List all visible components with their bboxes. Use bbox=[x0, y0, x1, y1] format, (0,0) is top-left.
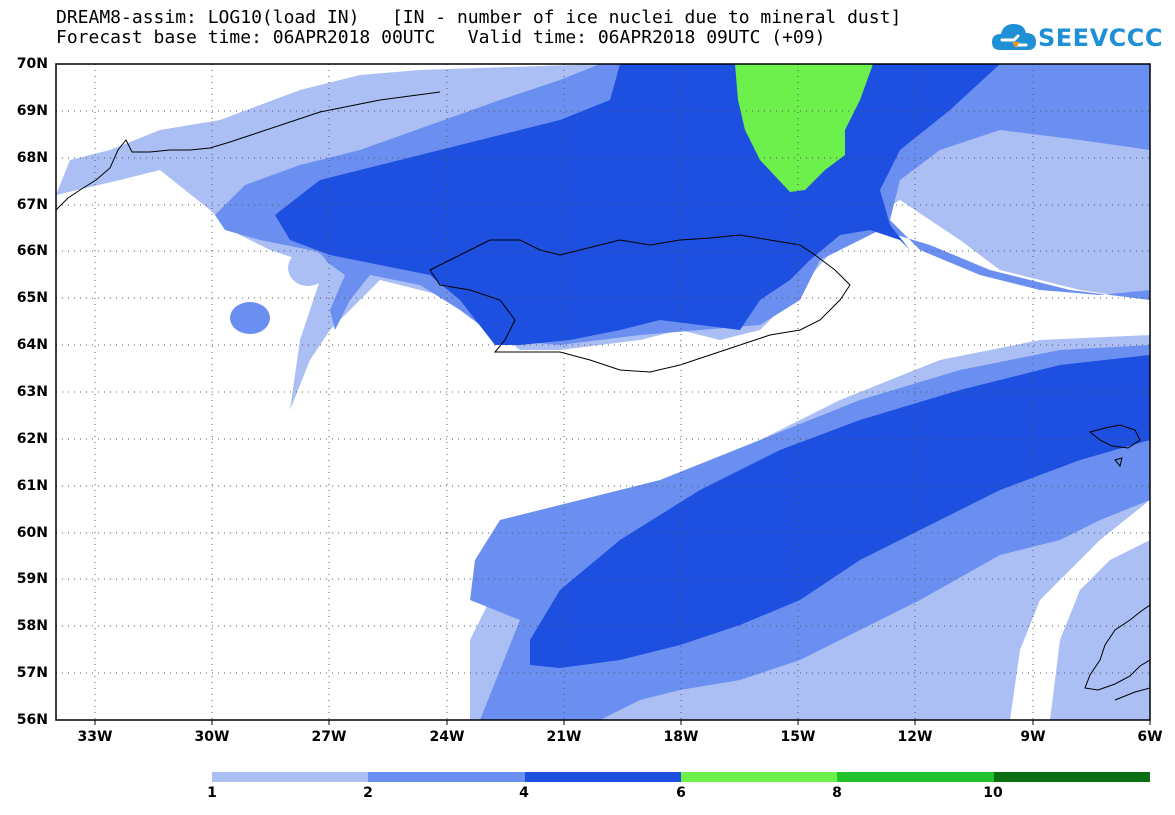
coastline-iceland bbox=[429, 234, 851, 373]
lat-label: 70N bbox=[16, 56, 48, 72]
colorbar-segment bbox=[993, 772, 1150, 782]
logo-text: SEEVCCC bbox=[1038, 24, 1163, 52]
coastline-faroe bbox=[1088, 424, 1141, 468]
colorbar-segment bbox=[368, 772, 525, 782]
colorbar-segment bbox=[524, 772, 681, 782]
dust-blob-west bbox=[230, 302, 270, 334]
dust-contour-level4-south bbox=[530, 355, 1150, 668]
lat-label: 65N bbox=[16, 290, 48, 306]
colorbar-label: 8 bbox=[832, 785, 842, 801]
colorbar-label: 10 bbox=[983, 785, 1003, 801]
lat-label: 63N bbox=[16, 384, 48, 400]
cloud-icon bbox=[992, 24, 1036, 50]
lat-label: 61N bbox=[16, 478, 48, 494]
dust-contour-level6-north bbox=[735, 64, 873, 192]
lat-label: 60N bbox=[16, 525, 48, 541]
colorbar-segment bbox=[837, 772, 994, 782]
lat-label: 67N bbox=[16, 197, 48, 213]
lon-label: 18W bbox=[663, 729, 699, 745]
lon-label: 30W bbox=[194, 729, 230, 745]
coastline-greenland bbox=[56, 91, 441, 211]
lat-label: 69N bbox=[16, 103, 48, 119]
colorbar-segment bbox=[680, 772, 838, 782]
colorbar-label: 6 bbox=[676, 785, 686, 801]
colorbar bbox=[212, 772, 1150, 782]
lat-label: 58N bbox=[16, 618, 48, 634]
dust-blob-west-inner bbox=[288, 250, 328, 286]
map-frame bbox=[55, 63, 1151, 721]
coastline-scotland bbox=[1084, 604, 1150, 701]
lon-label: 21W bbox=[546, 729, 582, 745]
colorbar-label: 4 bbox=[519, 785, 529, 801]
lon-label: 33W bbox=[77, 729, 113, 745]
lat-label: 59N bbox=[16, 571, 48, 587]
lat-label: 64N bbox=[16, 337, 48, 353]
chart-title: DREAM8-assim: LOG10(load IN) [IN - numbe… bbox=[56, 7, 902, 28]
map-gridlines bbox=[56, 64, 1150, 720]
lon-label: 27W bbox=[311, 729, 347, 745]
chart-subtitle: Forecast base time: 06APR2018 00UTC Vali… bbox=[56, 27, 826, 48]
lat-label: 56N bbox=[16, 712, 48, 728]
lon-label: 12W bbox=[897, 729, 933, 745]
colorbar-label: 2 bbox=[363, 785, 373, 801]
lon-label: 6W bbox=[1137, 729, 1163, 745]
seevccc-logo: SEEVCCC bbox=[990, 18, 1163, 62]
lat-label: 68N bbox=[16, 150, 48, 166]
colorbar-segment bbox=[212, 772, 369, 782]
lat-label: 57N bbox=[16, 665, 48, 681]
lon-label: 15W bbox=[780, 729, 816, 745]
lon-label: 24W bbox=[429, 729, 465, 745]
lon-label: 9W bbox=[1020, 729, 1046, 745]
axis-ticks bbox=[94, 720, 1151, 725]
colorbar-label: 1 bbox=[207, 785, 217, 801]
lat-label: 62N bbox=[16, 431, 48, 447]
lat-label: 66N bbox=[16, 243, 48, 259]
